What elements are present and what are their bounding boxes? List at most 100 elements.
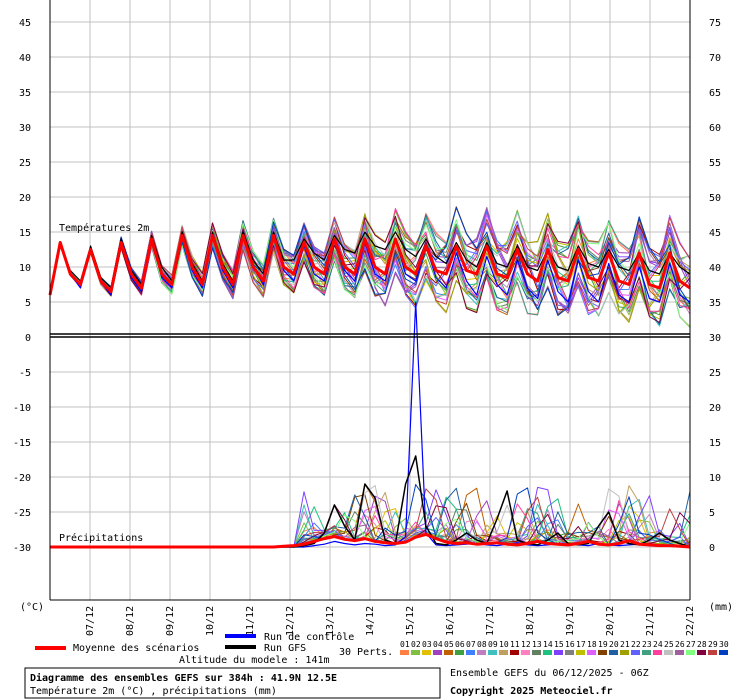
right-tick-label: 15 (709, 438, 721, 449)
right-tick-label: 50 (709, 193, 721, 204)
member-legend-label: 27 (686, 640, 696, 649)
right-tick-label: 70 (709, 53, 721, 64)
right-tick-label: 60 (709, 123, 721, 134)
member-legend-swatch (411, 650, 420, 655)
member-legend-swatch (499, 650, 508, 655)
chart-subtitle: Température 2m (°C) , précipitations (mm… (30, 685, 277, 697)
member-legend-swatch (455, 650, 464, 655)
x-tick-label: 15/12 (405, 606, 416, 636)
right-tick-label: 5 (709, 508, 715, 519)
member-legend-label: 19 (598, 640, 608, 649)
left-tick-label: 20 (19, 193, 31, 204)
x-tick-label: 09/12 (165, 606, 176, 636)
left-tick-label: 40 (19, 53, 31, 64)
left-tick-label: 0 (25, 333, 31, 344)
title-box-frame (24, 667, 441, 699)
member-legend-label: 03 (422, 640, 432, 649)
member-legend-label: 28 (697, 640, 707, 649)
x-tick-label: 14/12 (365, 606, 376, 636)
right-tick-label: 75 (709, 18, 721, 29)
member-legend-label: 14 (543, 640, 553, 649)
main-series (48, 231, 691, 549)
member-legend-swatch (466, 650, 475, 655)
member-legend-swatch (631, 650, 640, 655)
x-tick-label: 10/12 (205, 606, 216, 636)
right-tick-label: 20 (709, 403, 721, 414)
member-legend-swatch (521, 650, 530, 655)
member-temperature-line (49, 219, 691, 328)
left-tick-label: 30 (19, 123, 31, 134)
member-legend-label: 05 (444, 640, 454, 649)
legend-mean-label: Moyenne des scénarios (73, 642, 199, 654)
member-legend-label: 26 (675, 640, 685, 649)
left-tick-label: 45 (19, 18, 31, 29)
x-tick-label: 19/12 (565, 606, 576, 636)
member-temperature-line (49, 216, 691, 312)
left-tick-label: 5 (25, 298, 31, 309)
right-unit: (mm) (709, 602, 733, 613)
member-legend-label: 02 (411, 640, 421, 649)
right-tick-label: 30 (709, 333, 721, 344)
member-legend-label: 08 (477, 640, 487, 649)
panel-temperature-label: Températures 2m (59, 222, 149, 234)
member-legend-swatch (686, 650, 695, 655)
member-legend-label: 15 (554, 640, 564, 649)
left-tick-label: -25 (13, 508, 31, 519)
member-legend-label: 07 (466, 640, 476, 649)
x-tick-label: 22/12 (685, 606, 696, 636)
x-tick-label: 08/12 (125, 606, 136, 636)
x-tick-label: 11/12 (245, 606, 256, 636)
run-info: Ensemble GEFS du 06/12/2025 - 06Z (450, 668, 649, 679)
member-legend-label: 29 (708, 640, 718, 649)
panel-precip-label: Précipitations (59, 532, 143, 544)
right-tick-label: 10 (709, 473, 721, 484)
member-legend-label: 16 (565, 640, 575, 649)
member-legend-swatch (642, 650, 651, 655)
left-tick-label: 25 (19, 158, 31, 169)
member-legend-swatch (664, 650, 673, 655)
right-tick-label: 40 (709, 263, 721, 274)
member-legend-label: 06 (455, 640, 465, 649)
member-legend-label: 09 (488, 640, 498, 649)
member-legend-label: 04 (433, 640, 443, 649)
copyright: Copyright 2025 Meteociel.fr (450, 685, 613, 697)
title-box: Diagramme des ensembles GEFS sur 384h : … (24, 667, 441, 699)
x-tick-label: 13/12 (325, 606, 336, 636)
legend-perts-label: 30 Perts. (339, 647, 393, 658)
right-tick-label: 65 (709, 88, 721, 99)
member-legend-swatch (510, 650, 519, 655)
member-legend-swatch (554, 650, 563, 655)
member-legend-swatch (422, 650, 431, 655)
member-legend-label: 13 (532, 640, 542, 649)
legend-control-label: Run de contrôle (264, 631, 354, 643)
x-tick-label: 17/12 (485, 606, 496, 636)
member-legend-swatch (708, 650, 717, 655)
right-tick-label: 25 (709, 368, 721, 379)
left-tick-label: -20 (13, 473, 31, 484)
member-legend-label: 11 (510, 640, 520, 649)
member-legend-swatch (477, 650, 486, 655)
member-legend-label: 22 (631, 640, 641, 649)
member-legend-swatch (543, 650, 552, 655)
member-legend-label: 12 (521, 640, 531, 649)
member-legend-swatch (576, 650, 585, 655)
mean-temperature-line (48, 234, 691, 296)
member-legend-swatch (609, 650, 618, 655)
altitude-label: Altitude du modele : 141m (179, 655, 330, 666)
legend-gfs-label: Run GFS (264, 643, 306, 654)
legend: Moyenne des scénarios Run de contrôle Ru… (35, 631, 729, 666)
left-unit: (°C) (20, 602, 44, 613)
left-tick-label: -30 (13, 543, 31, 554)
member-legend-label: 23 (642, 640, 652, 649)
member-legend-swatch (565, 650, 574, 655)
member-legend-label: 24 (653, 640, 663, 649)
left-tick-label: -10 (13, 403, 31, 414)
member-legend-swatch (400, 650, 409, 655)
mean-precip-line (50, 532, 691, 549)
member-legend-label: 18 (587, 640, 597, 649)
member-legend-swatch (433, 650, 442, 655)
right-tick-label: 45 (709, 228, 721, 239)
member-legend: 01 02 03 04 05 06 07 08 09 10 11 12 13 14 15 16 17 18 19 20… (400, 640, 729, 655)
